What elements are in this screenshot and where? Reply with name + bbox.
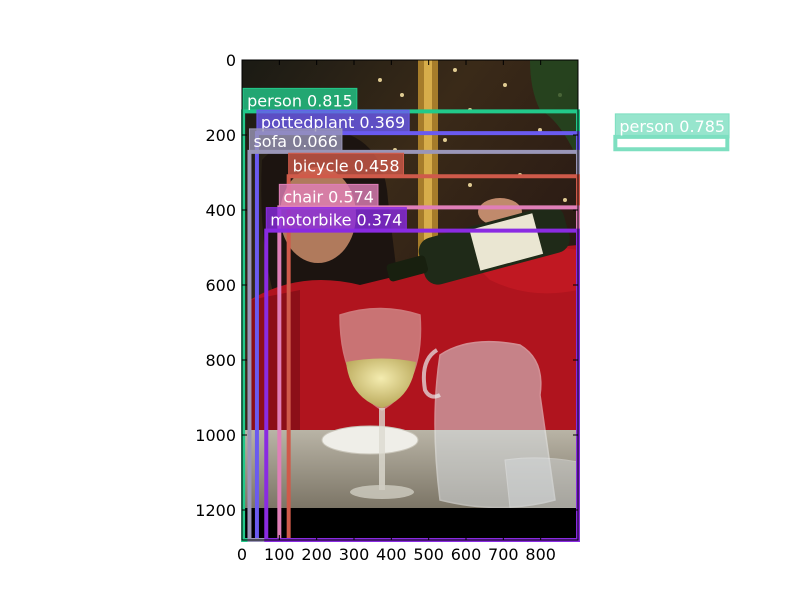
- y-axis-ticks: 0 200 400 600 800 1000 1200: [195, 51, 578, 520]
- x-tick-label: 200: [301, 545, 332, 564]
- detection-label: sofa 0.066: [253, 132, 337, 151]
- y-tick-label: 0: [226, 51, 236, 70]
- x-axis-ticks: 0 100 200 300 400 500 600 700 800: [237, 60, 556, 564]
- y-tick-label: 800: [205, 351, 236, 370]
- y-tick-label: 600: [205, 276, 236, 295]
- y-tick-label: 200: [205, 126, 236, 145]
- x-tick-label: 400: [376, 545, 407, 564]
- y-tick-label: 1200: [195, 501, 236, 520]
- detection-label: chair 0.574: [283, 187, 374, 206]
- detection-chair: chair 0.574: [277, 183, 580, 542]
- detection-label: person 0.815: [247, 91, 353, 110]
- detection-label-bg: [265, 207, 407, 233]
- x-tick-label: 600: [451, 545, 482, 564]
- detection-label-bg: [614, 113, 730, 139]
- detection-label: motorbike 0.374: [270, 211, 402, 230]
- detection-person: person 0.785: [613, 113, 730, 152]
- axes-padding: [242, 508, 578, 540]
- x-tick-label: 100: [264, 545, 295, 564]
- axes-frame: [241, 59, 579, 541]
- x-tick-label: 800: [525, 545, 556, 564]
- x-tick-label: 0: [237, 545, 247, 564]
- detection-label-bg: [278, 183, 379, 209]
- detection-label: person 0.785: [619, 117, 725, 136]
- detection-label: bicycle 0.458: [293, 156, 400, 175]
- detection-label-bg: [288, 152, 405, 178]
- detection-box: [613, 134, 730, 152]
- y-tick-label: 400: [205, 201, 236, 220]
- x-tick-label: 500: [413, 545, 444, 564]
- detection-label-bg: [248, 128, 343, 154]
- detection-label: pottedplant 0.369: [261, 113, 405, 132]
- x-tick-label: 700: [488, 545, 519, 564]
- y-tick-label: 1000: [195, 426, 236, 445]
- x-tick-label: 300: [339, 545, 370, 564]
